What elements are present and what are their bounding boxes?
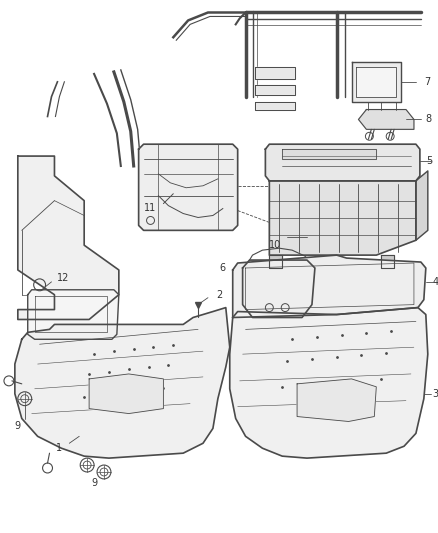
Polygon shape — [89, 374, 163, 414]
Text: 7: 7 — [424, 77, 430, 87]
Polygon shape — [35, 296, 107, 333]
Polygon shape — [381, 255, 394, 268]
Polygon shape — [255, 67, 295, 79]
Polygon shape — [230, 308, 428, 458]
Polygon shape — [246, 263, 414, 310]
Polygon shape — [15, 308, 230, 458]
Polygon shape — [269, 181, 416, 255]
Polygon shape — [357, 67, 396, 96]
Text: 12: 12 — [57, 273, 70, 283]
Polygon shape — [269, 255, 282, 268]
Polygon shape — [297, 379, 376, 422]
Polygon shape — [18, 156, 119, 319]
Polygon shape — [255, 102, 295, 110]
Text: 6: 6 — [220, 263, 226, 273]
Polygon shape — [28, 290, 119, 340]
Text: 2: 2 — [216, 290, 222, 300]
Polygon shape — [352, 62, 401, 102]
Text: 10: 10 — [269, 240, 282, 250]
Text: 9: 9 — [15, 422, 21, 431]
Polygon shape — [416, 171, 428, 240]
Polygon shape — [233, 255, 426, 318]
Polygon shape — [282, 149, 376, 159]
Text: 1: 1 — [56, 443, 62, 453]
Polygon shape — [255, 85, 295, 95]
Text: 4: 4 — [433, 277, 438, 287]
Text: 3: 3 — [433, 389, 438, 399]
Text: 8: 8 — [426, 115, 432, 124]
Text: 11: 11 — [144, 203, 156, 213]
Polygon shape — [265, 144, 420, 181]
Text: 5: 5 — [427, 156, 433, 166]
Polygon shape — [358, 110, 414, 130]
Polygon shape — [139, 144, 238, 230]
Polygon shape — [243, 260, 315, 318]
Text: 9: 9 — [91, 478, 97, 488]
